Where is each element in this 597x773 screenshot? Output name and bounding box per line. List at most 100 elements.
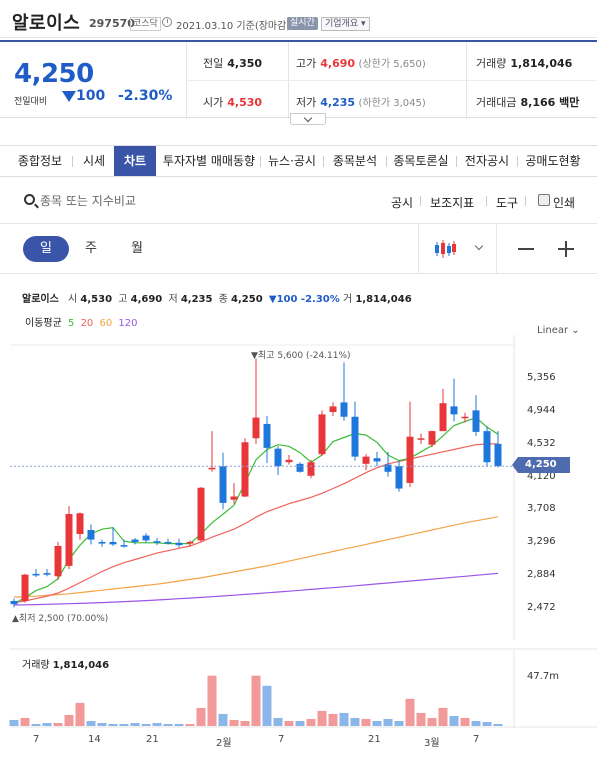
zoom-out-button[interactable] <box>518 248 534 250</box>
current-price-label: 4,250 <box>512 457 570 473</box>
ma20-line <box>13 443 498 604</box>
candle[interactable] <box>373 451 381 467</box>
candle[interactable] <box>230 482 238 504</box>
volume-bar <box>273 717 283 726</box>
realtime-button[interactable]: 실시간 <box>287 17 318 30</box>
candle[interactable] <box>65 506 73 570</box>
candle[interactable] <box>219 452 227 510</box>
candle[interactable] <box>98 539 106 547</box>
max-annotation: ▼최고 5,600 (-24.11%) <box>251 351 351 361</box>
candle[interactable] <box>417 433 425 444</box>
y-tick-label: 3,708 <box>527 503 556 515</box>
candle[interactable] <box>241 438 249 498</box>
x-tick-label: 3월 <box>424 738 440 749</box>
company-info-dropdown[interactable]: 기업개요 ▾ <box>321 17 370 31</box>
y-tick-label: 4,120 <box>527 470 556 482</box>
volume-bar <box>284 720 294 726</box>
candle[interactable] <box>131 537 139 545</box>
volume-bar <box>361 718 371 726</box>
volume-bar <box>97 722 107 726</box>
volume-bar <box>218 713 228 726</box>
candle[interactable] <box>351 401 359 461</box>
print-button[interactable]: 인쇄 <box>553 196 576 210</box>
indicator-button[interactable]: 보조지표 <box>430 196 475 210</box>
tab-short-selling[interactable]: 공매도현황 <box>525 154 581 168</box>
tab-quote[interactable]: 시세 <box>82 154 106 168</box>
candle[interactable] <box>439 388 447 432</box>
candle[interactable] <box>483 426 491 468</box>
candle[interactable] <box>153 537 161 546</box>
tab-overview[interactable]: 종합정보 <box>17 154 63 168</box>
volume-bar <box>229 719 239 726</box>
candle[interactable] <box>450 378 458 422</box>
candle[interactable] <box>197 486 205 542</box>
candle[interactable] <box>54 541 62 581</box>
x-tick-label: 21 <box>368 734 381 745</box>
candle[interactable] <box>32 569 40 578</box>
candle-type-icon[interactable] <box>434 238 456 260</box>
candle[interactable] <box>274 446 282 475</box>
candle[interactable] <box>252 358 260 444</box>
compare-label: 전일대비 <box>14 97 48 107</box>
tab-forum[interactable]: 종목토론실 <box>393 154 449 168</box>
volume-bar <box>339 712 349 726</box>
candle[interactable] <box>21 573 29 603</box>
compare-search-input[interactable] <box>40 191 260 211</box>
candle[interactable] <box>263 415 271 464</box>
candle[interactable] <box>43 569 51 577</box>
candle[interactable] <box>461 412 469 423</box>
candle[interactable] <box>120 539 128 548</box>
volume-bar <box>152 722 162 726</box>
down-arrow-icon <box>62 91 76 102</box>
tab-analysis[interactable]: 종목분석 <box>332 154 378 168</box>
candle[interactable] <box>186 540 194 547</box>
candle[interactable] <box>406 401 414 487</box>
candle[interactable] <box>10 598 18 608</box>
volume-bar <box>75 702 85 726</box>
zoom-in-button[interactable] <box>565 241 567 257</box>
ma-legend[interactable]: 이동평균 5 20 60 120 <box>25 318 138 329</box>
period-day-button[interactable]: 일 <box>23 236 69 262</box>
candle[interactable] <box>307 459 315 479</box>
candle[interactable] <box>428 430 436 448</box>
candle[interactable] <box>164 538 172 545</box>
volume: 거래량 1,814,046 <box>476 57 573 70</box>
volume-bar <box>427 717 437 726</box>
candle[interactable] <box>285 455 293 465</box>
candle[interactable] <box>208 431 216 472</box>
base-date: 2021.03.10 기준(장마감) <box>176 21 291 32</box>
disclosure-button[interactable]: 공시 <box>391 196 414 210</box>
x-tick-label: 7 <box>33 734 40 745</box>
volume-bar <box>405 698 415 726</box>
candle[interactable] <box>142 533 150 543</box>
x-tick-label: 7 <box>473 734 480 745</box>
candle[interactable] <box>109 527 117 546</box>
y-tick-label: 2,884 <box>527 569 556 581</box>
candle[interactable] <box>175 538 183 548</box>
prev-close: 전일 4,350 <box>203 57 263 70</box>
tab-news[interactable]: 뉴스·공시 <box>268 154 316 168</box>
candle[interactable] <box>87 524 95 545</box>
period-month-button[interactable]: 월 <box>131 241 143 256</box>
expand-toggle-button[interactable] <box>290 113 326 125</box>
period-week-button[interactable]: 주 <box>85 241 97 256</box>
candle[interactable] <box>318 410 326 456</box>
candle[interactable] <box>395 460 403 492</box>
candle[interactable] <box>384 451 392 477</box>
candle[interactable] <box>329 402 337 416</box>
clock-icon <box>162 17 172 27</box>
candle[interactable] <box>494 431 502 468</box>
printer-icon[interactable] <box>538 194 550 206</box>
candle[interactable] <box>472 395 480 436</box>
tab-investor-trading[interactable]: 투자자별 매매동향 <box>162 154 256 168</box>
candle[interactable] <box>362 454 370 471</box>
candle[interactable] <box>340 362 348 421</box>
volume-bar <box>438 707 448 726</box>
candle[interactable] <box>296 462 304 473</box>
scale-dropdown[interactable]: Linear ⌄ <box>537 325 580 336</box>
tab-disclosure[interactable]: 전자공시 <box>464 154 510 168</box>
tab-chart[interactable]: 차트 <box>114 146 156 176</box>
tools-button[interactable]: 도구 <box>496 196 519 210</box>
candle[interactable] <box>76 512 84 540</box>
